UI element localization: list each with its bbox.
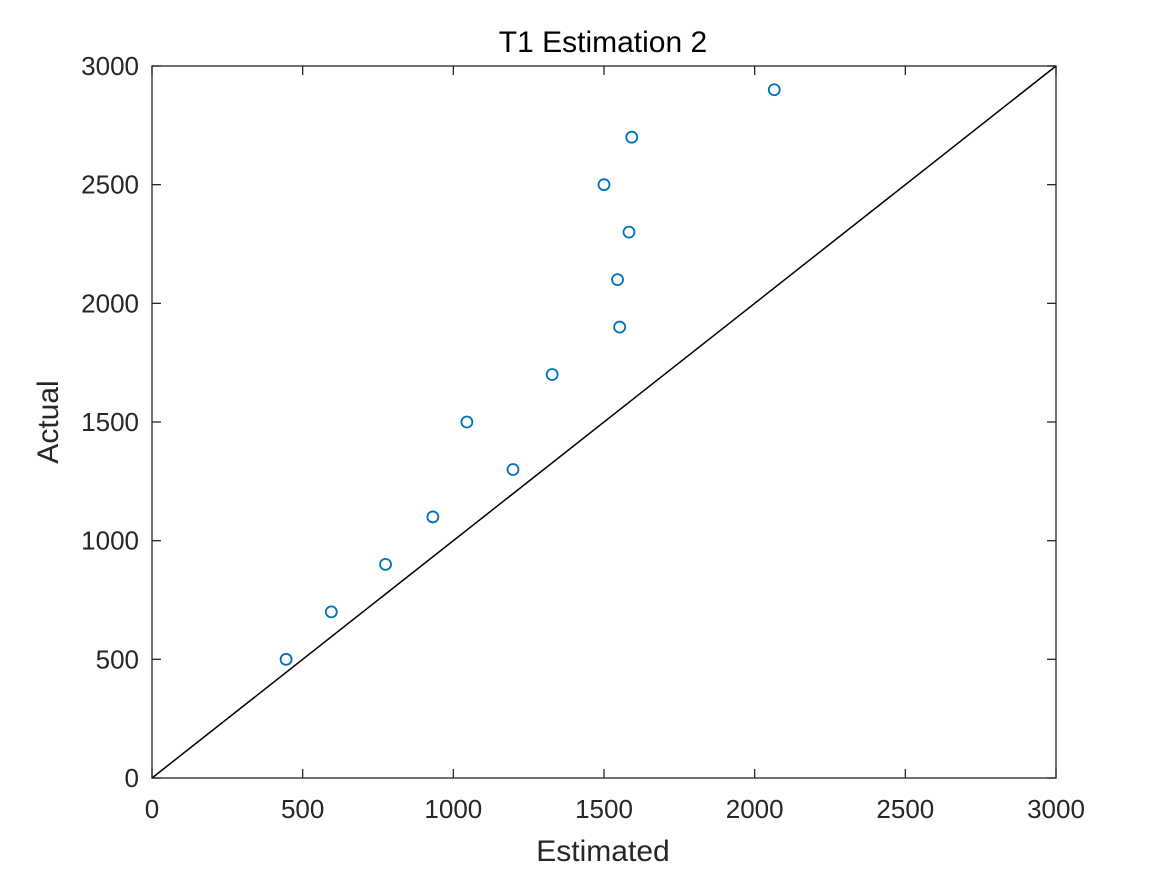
x-tick-label: 500: [281, 794, 324, 824]
data-point: [622, 225, 636, 239]
y-tick-label: 2500: [81, 170, 139, 200]
data-point: [324, 605, 338, 619]
x-tick-label: 2500: [876, 794, 934, 824]
y-tick-label: 1500: [81, 407, 139, 437]
x-tick-label: 1000: [424, 794, 482, 824]
x-tick-label: 3000: [1027, 794, 1085, 824]
reference-line-layer: [151, 65, 1057, 779]
x-axis-ticks: 0 500 1000 1500 2000 2500 3000: [145, 66, 1085, 824]
x-tick-label: 2000: [726, 794, 784, 824]
x-tick-label: 0: [145, 794, 159, 824]
y-axis-label: Actual: [32, 380, 65, 463]
data-point: [611, 273, 624, 287]
data-point: [597, 178, 611, 192]
x-axis-label: Estimated: [536, 835, 669, 868]
y-axis-ticks: 0 500 1000 1500 2000 2500 3000: [81, 51, 1056, 793]
data-point: [545, 368, 559, 381]
y-tick-label: 3000: [81, 51, 139, 81]
chart-title: T1 Estimation 2: [499, 26, 707, 59]
data-points: [279, 83, 781, 666]
data-point: [613, 320, 627, 334]
data-point: [767, 83, 781, 97]
y-tick-label: 1000: [81, 526, 139, 556]
x-tick-label: 1500: [575, 794, 633, 824]
y-tick-label: 500: [96, 644, 139, 674]
data-point: [506, 463, 520, 476]
data-point: [279, 652, 293, 666]
y-tick-label: 0: [125, 763, 139, 793]
data-point: [460, 415, 474, 429]
data-point: [426, 510, 440, 524]
y-tick-label: 2000: [81, 288, 139, 318]
reference-line: [151, 65, 1057, 779]
data-point: [379, 558, 392, 571]
data-point: [625, 130, 639, 144]
